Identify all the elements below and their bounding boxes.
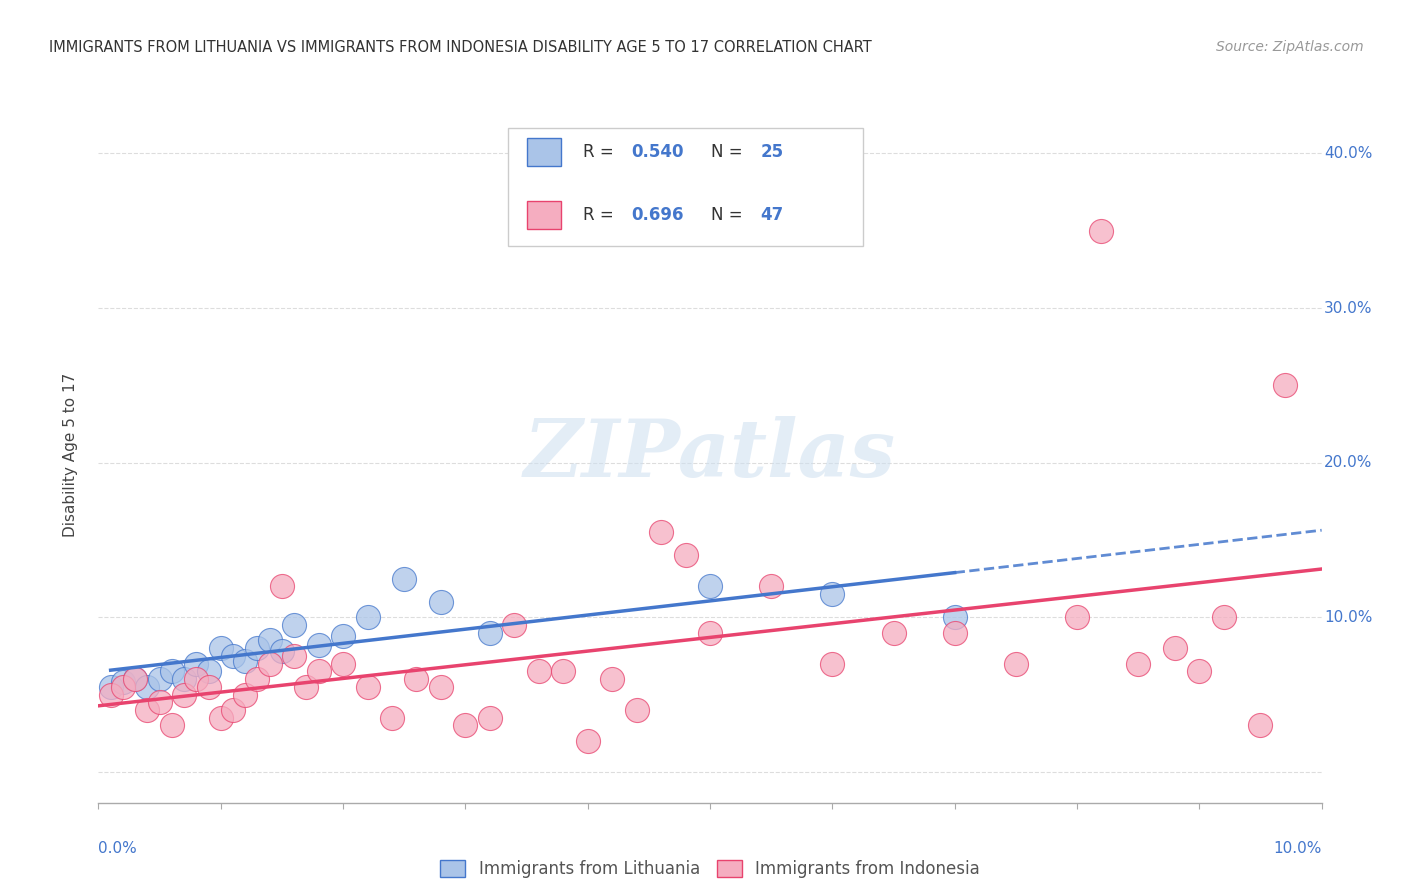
Point bbox=[650, 525, 672, 540]
Point bbox=[270, 579, 292, 593]
Point bbox=[222, 703, 245, 717]
Point bbox=[160, 718, 183, 732]
Point bbox=[392, 572, 416, 586]
Text: Source: ZipAtlas.com: Source: ZipAtlas.com bbox=[1216, 40, 1364, 54]
Text: 10.0%: 10.0% bbox=[1274, 841, 1322, 856]
Point bbox=[259, 633, 281, 648]
FancyBboxPatch shape bbox=[508, 128, 863, 246]
Point bbox=[136, 680, 159, 694]
Point bbox=[100, 680, 122, 694]
Point bbox=[124, 672, 146, 686]
Text: N =: N = bbox=[711, 144, 748, 161]
Point bbox=[503, 618, 526, 632]
Point bbox=[270, 644, 292, 658]
Text: R =: R = bbox=[583, 144, 619, 161]
Point bbox=[246, 672, 269, 686]
Point bbox=[111, 675, 134, 690]
FancyBboxPatch shape bbox=[527, 138, 561, 166]
Legend: Immigrants from Lithuania, Immigrants from Indonesia: Immigrants from Lithuania, Immigrants fr… bbox=[433, 854, 987, 885]
Point bbox=[197, 680, 219, 694]
Point bbox=[209, 641, 232, 656]
Point bbox=[233, 654, 256, 668]
Point bbox=[1128, 657, 1150, 671]
Point bbox=[1249, 718, 1271, 732]
Point bbox=[675, 549, 697, 563]
Point bbox=[883, 625, 905, 640]
Point bbox=[1004, 657, 1026, 671]
Text: 20.0%: 20.0% bbox=[1324, 455, 1372, 470]
Point bbox=[356, 680, 378, 694]
Point bbox=[1066, 610, 1088, 624]
Point bbox=[149, 695, 172, 709]
Point bbox=[222, 648, 245, 663]
Point bbox=[1212, 610, 1234, 624]
Point bbox=[1188, 665, 1211, 679]
Point bbox=[1164, 641, 1187, 656]
Point bbox=[100, 688, 122, 702]
Point bbox=[124, 672, 146, 686]
Point bbox=[259, 657, 281, 671]
Point bbox=[186, 672, 208, 686]
Text: 40.0%: 40.0% bbox=[1324, 146, 1372, 161]
Text: 0.540: 0.540 bbox=[631, 144, 685, 161]
Text: ZIPatlas: ZIPatlas bbox=[524, 417, 896, 493]
Text: R =: R = bbox=[583, 206, 619, 224]
Point bbox=[356, 610, 378, 624]
Point bbox=[430, 595, 453, 609]
Point bbox=[173, 672, 195, 686]
Point bbox=[1274, 378, 1296, 392]
Text: 0.0%: 0.0% bbox=[98, 841, 138, 856]
Point bbox=[699, 625, 721, 640]
Point bbox=[381, 711, 404, 725]
Point bbox=[308, 638, 330, 652]
Point bbox=[821, 657, 844, 671]
Point bbox=[821, 587, 844, 601]
Point bbox=[1090, 224, 1112, 238]
Point bbox=[111, 680, 134, 694]
Point bbox=[553, 665, 575, 679]
Point bbox=[136, 703, 159, 717]
Point bbox=[943, 610, 966, 624]
Point bbox=[283, 648, 305, 663]
Text: IMMIGRANTS FROM LITHUANIA VS IMMIGRANTS FROM INDONESIA DISABILITY AGE 5 TO 17 CO: IMMIGRANTS FROM LITHUANIA VS IMMIGRANTS … bbox=[49, 40, 872, 55]
Point bbox=[209, 711, 232, 725]
Point bbox=[478, 625, 501, 640]
Point bbox=[626, 703, 648, 717]
Point bbox=[295, 680, 318, 694]
FancyBboxPatch shape bbox=[527, 201, 561, 228]
Point bbox=[478, 711, 501, 725]
Point bbox=[160, 665, 183, 679]
Point bbox=[332, 629, 354, 643]
Text: 25: 25 bbox=[761, 144, 783, 161]
Y-axis label: Disability Age 5 to 17: Disability Age 5 to 17 bbox=[63, 373, 77, 537]
Point bbox=[699, 579, 721, 593]
Point bbox=[576, 734, 599, 748]
Point bbox=[283, 618, 305, 632]
Point bbox=[527, 665, 550, 679]
Point bbox=[197, 665, 219, 679]
Text: 10.0%: 10.0% bbox=[1324, 610, 1372, 624]
Point bbox=[246, 641, 269, 656]
Point bbox=[173, 688, 195, 702]
Point bbox=[454, 718, 477, 732]
Point bbox=[308, 665, 330, 679]
Point bbox=[759, 579, 782, 593]
Point bbox=[149, 672, 172, 686]
Point bbox=[405, 672, 427, 686]
Point bbox=[600, 672, 623, 686]
Text: 0.696: 0.696 bbox=[631, 206, 685, 224]
Point bbox=[943, 625, 966, 640]
Point bbox=[233, 688, 256, 702]
Point bbox=[430, 680, 453, 694]
Point bbox=[186, 657, 208, 671]
Text: N =: N = bbox=[711, 206, 748, 224]
Text: 47: 47 bbox=[761, 206, 783, 224]
Text: 30.0%: 30.0% bbox=[1324, 301, 1372, 316]
Point bbox=[332, 657, 354, 671]
